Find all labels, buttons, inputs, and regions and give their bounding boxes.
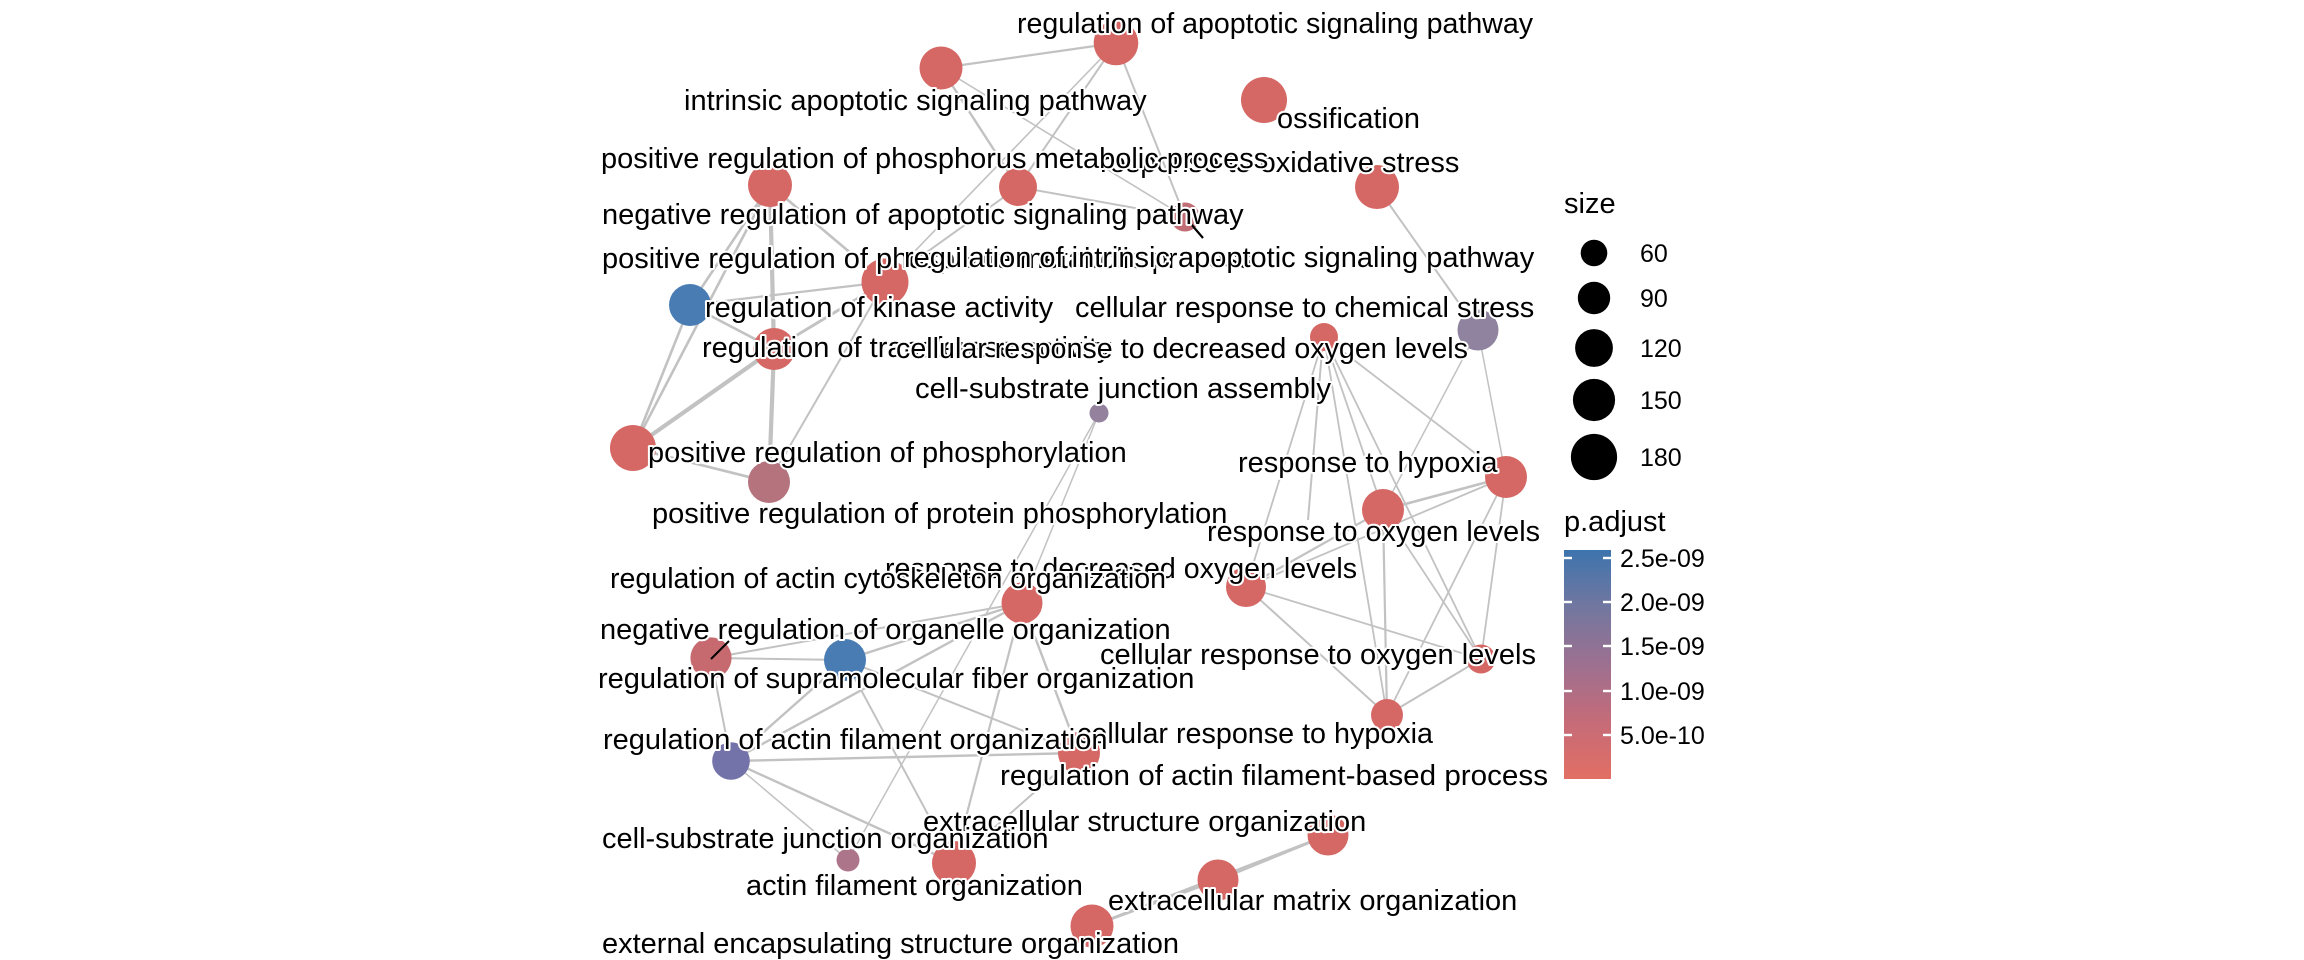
svg-text:90: 90 — [1640, 285, 1668, 313]
svg-text:regulation of actin filament o: regulation of actin filament organizatio… — [603, 724, 1108, 756]
svg-text:60: 60 — [1640, 240, 1668, 268]
svg-text:negative regulation of organel: negative regulation of organelle organiz… — [600, 614, 1171, 646]
svg-text:response to oxidative stress: response to oxidative stress — [1100, 147, 1459, 179]
svg-text:positive regulation of phospho: positive regulation of phosphorus metabo… — [601, 143, 1268, 175]
svg-text:180: 180 — [1640, 444, 1682, 472]
svg-text:extracellular structure organi: extracellular structure organization — [923, 806, 1366, 838]
svg-text:cellular response to oxygen le: cellular response to oxygen levels — [1100, 639, 1536, 671]
svg-text:2.0e-09: 2.0e-09 — [1620, 589, 1705, 617]
svg-text:150: 150 — [1640, 387, 1682, 415]
svg-text:cellular response to decreased: cellular response to decreased oxygen le… — [896, 333, 1468, 365]
svg-text:ossification: ossification — [1277, 103, 1420, 135]
svg-text:negative regulation of apoptot: negative regulation of apoptotic signali… — [602, 199, 1244, 231]
svg-text:cell-substrate junction assemb: cell-substrate junction assembly — [915, 373, 1332, 405]
svg-text:1.5e-09: 1.5e-09 — [1620, 633, 1705, 661]
svg-text:positive regulation of protein: positive regulation of protein phosphory… — [652, 498, 1227, 530]
svg-text:5.0e-10: 5.0e-10 — [1620, 722, 1705, 750]
svg-text:regulation of actin filament-b: regulation of actin filament-based proce… — [1000, 760, 1548, 792]
svg-text:response to hypoxia: response to hypoxia — [1238, 447, 1498, 479]
svg-text:p.adjust: p.adjust — [1564, 506, 1666, 538]
svg-text:cellular response to hypoxia: cellular response to hypoxia — [1077, 718, 1434, 750]
svg-text:size: size — [1564, 188, 1616, 220]
svg-text:intrinsic apoptotic signaling: intrinsic apoptotic signaling pathway — [684, 85, 1147, 117]
svg-text:2.5e-09: 2.5e-09 — [1620, 545, 1705, 573]
svg-text:cell-substrate junction organi: cell-substrate junction organization — [602, 823, 1049, 855]
svg-text:regulation of kinase activity: regulation of kinase activity — [705, 292, 1054, 324]
svg-text:cellular response to chemical: cellular response to chemical stress — [1075, 292, 1534, 324]
svg-text:regulation of supramolecular f: regulation of supramolecular fiber organ… — [598, 663, 1194, 695]
svg-text:positive regulation of phospho: positive regulation of phosphorylation — [648, 437, 1127, 469]
svg-text:regulation of actin cytoskelet: regulation of actin cytoskeleton organiz… — [610, 563, 1166, 595]
svg-text:120: 120 — [1640, 335, 1682, 363]
svg-text:regulation of intrinsic apopto: regulation of intrinsic apoptotic signal… — [904, 242, 1535, 274]
svg-text:actin filament organization: actin filament organization — [746, 870, 1083, 902]
svg-text:regulation of apoptotic signal: regulation of apoptotic signaling pathwa… — [1017, 8, 1534, 40]
svg-text:response to decreased oxygen l: response to decreased oxygen levels — [885, 553, 1357, 585]
svg-text:1.0e-09: 1.0e-09 — [1620, 678, 1705, 706]
svg-text:external encapsulating structu: external encapsulating structure organiz… — [602, 928, 1179, 960]
svg-text:positive regulation of phospha: positive regulation of phosphate metabol… — [602, 243, 1253, 275]
svg-text:extracellular matrix organizat: extracellular matrix organization — [1108, 885, 1517, 917]
svg-text:regulation of transferase acti: regulation of transferase activity — [702, 332, 1112, 364]
svg-text:response to oxygen levels: response to oxygen levels — [1207, 516, 1540, 548]
